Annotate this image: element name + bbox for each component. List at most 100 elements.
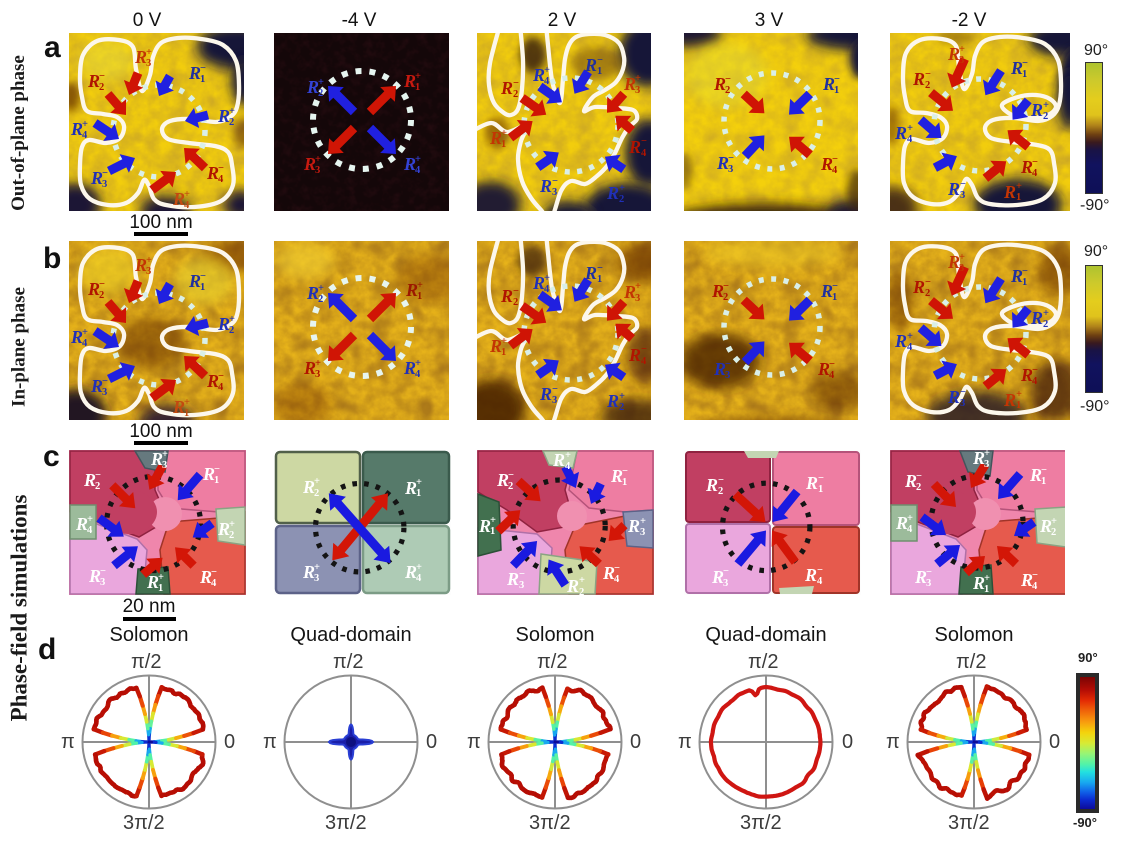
- svg-text:4: 4: [907, 342, 913, 353]
- svg-text:3: 3: [723, 578, 728, 589]
- svg-text:−: −: [200, 63, 206, 74]
- svg-text:+: +: [318, 77, 324, 88]
- svg-text:R: R: [172, 189, 185, 209]
- svg-text:−: −: [818, 473, 824, 484]
- svg-text:−: −: [925, 69, 931, 80]
- svg-text:1: 1: [597, 274, 602, 285]
- svg-text:2: 2: [229, 530, 234, 541]
- svg-text:4: 4: [82, 130, 88, 141]
- svg-text:+: +: [619, 183, 625, 194]
- svg-text:R: R: [1030, 100, 1043, 120]
- svg-text:−: −: [832, 154, 838, 165]
- svg-text:+: +: [907, 123, 913, 134]
- svg-text:R: R: [711, 567, 724, 587]
- svg-text:R: R: [87, 71, 100, 91]
- svg-text:R: R: [1029, 465, 1042, 485]
- svg-text:+: +: [640, 516, 646, 527]
- svg-text:−: −: [1022, 266, 1028, 277]
- svg-text:+: +: [501, 336, 507, 347]
- svg-text:−: −: [597, 263, 603, 274]
- svg-text:+: +: [1043, 100, 1049, 111]
- svg-text:2: 2: [513, 89, 518, 100]
- svg-text:R: R: [489, 336, 502, 356]
- svg-text:3: 3: [146, 58, 151, 69]
- svg-text:3: 3: [552, 187, 557, 198]
- svg-text:+: +: [158, 572, 164, 583]
- svg-text:R: R: [206, 163, 219, 183]
- svg-text:4: 4: [641, 148, 647, 159]
- svg-text:+: +: [959, 44, 965, 55]
- svg-text:R: R: [500, 286, 513, 306]
- svg-text:R: R: [70, 327, 83, 347]
- svg-text:1: 1: [184, 408, 189, 419]
- svg-text:2: 2: [723, 292, 728, 303]
- svg-text:1: 1: [832, 292, 837, 303]
- svg-text:−: −: [1022, 58, 1028, 69]
- svg-text:R: R: [90, 168, 103, 188]
- svg-text:1: 1: [818, 484, 823, 495]
- svg-text:+: +: [907, 513, 913, 524]
- svg-text:R: R: [87, 279, 100, 299]
- svg-text:R: R: [217, 106, 230, 126]
- svg-text:2: 2: [725, 85, 730, 96]
- svg-text:−: −: [960, 387, 966, 398]
- svg-text:R: R: [405, 280, 418, 300]
- svg-text:4: 4: [416, 573, 422, 584]
- svg-text:2: 2: [579, 587, 584, 595]
- svg-text:+: +: [579, 575, 585, 586]
- svg-text:R: R: [90, 376, 103, 396]
- svg-text:1: 1: [415, 82, 420, 93]
- svg-text:3: 3: [314, 573, 319, 584]
- svg-text:+: +: [1043, 308, 1049, 319]
- svg-text:R: R: [820, 281, 833, 301]
- svg-text:−: −: [622, 466, 628, 477]
- svg-text:R: R: [1030, 308, 1043, 328]
- svg-text:R: R: [403, 71, 416, 91]
- svg-text:R: R: [146, 572, 159, 592]
- svg-text:R: R: [705, 475, 718, 495]
- svg-text:4: 4: [87, 525, 93, 536]
- svg-text:R: R: [1010, 58, 1023, 78]
- svg-text:R: R: [303, 154, 316, 174]
- svg-text:1: 1: [490, 526, 495, 537]
- svg-text:1: 1: [597, 66, 602, 77]
- svg-text:R: R: [817, 359, 830, 379]
- svg-text:4: 4: [218, 382, 224, 393]
- svg-text:2: 2: [314, 488, 319, 499]
- svg-text:3: 3: [959, 263, 964, 274]
- svg-text:+: +: [315, 154, 321, 165]
- svg-text:1: 1: [158, 583, 163, 594]
- svg-text:3: 3: [728, 164, 733, 175]
- svg-text:4: 4: [829, 370, 835, 381]
- svg-text:+: +: [184, 189, 190, 200]
- svg-text:+: +: [416, 477, 422, 488]
- svg-text:2: 2: [229, 325, 234, 336]
- svg-text:R: R: [302, 562, 315, 582]
- svg-text:2: 2: [318, 294, 323, 305]
- svg-text:3: 3: [315, 369, 320, 380]
- svg-text:+: +: [984, 450, 990, 459]
- svg-text:+: +: [619, 391, 625, 402]
- svg-text:−: −: [832, 281, 838, 292]
- svg-text:R: R: [711, 281, 724, 301]
- svg-text:−: −: [641, 136, 647, 147]
- svg-text:R: R: [217, 519, 230, 539]
- svg-text:R: R: [83, 470, 96, 490]
- svg-text:3: 3: [102, 179, 107, 190]
- svg-text:2: 2: [318, 88, 323, 99]
- svg-text:R: R: [70, 119, 83, 139]
- svg-text:+: +: [229, 314, 235, 325]
- svg-text:R: R: [302, 477, 315, 497]
- svg-text:1: 1: [1022, 277, 1027, 288]
- svg-text:R: R: [532, 65, 545, 85]
- svg-text:+: +: [416, 562, 422, 573]
- svg-text:−: −: [960, 179, 966, 190]
- svg-text:2: 2: [99, 290, 104, 301]
- svg-text:−: −: [95, 470, 101, 481]
- svg-text:R: R: [713, 359, 726, 379]
- svg-text:+: +: [635, 281, 641, 292]
- svg-text:+: +: [415, 358, 421, 369]
- svg-text:1: 1: [200, 74, 205, 85]
- svg-text:+: +: [318, 283, 324, 294]
- svg-text:4: 4: [641, 356, 647, 367]
